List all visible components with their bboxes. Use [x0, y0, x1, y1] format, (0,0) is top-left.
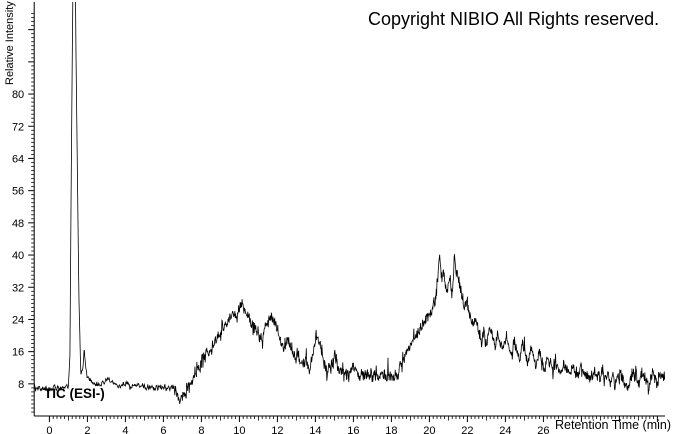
svg-text:26: 26 — [537, 425, 549, 434]
svg-text:64: 64 — [12, 153, 24, 165]
svg-text:14: 14 — [309, 425, 321, 434]
svg-text:Relative Intensity: Relative Intensity — [4, 1, 16, 85]
svg-text:8: 8 — [18, 379, 24, 391]
svg-text:0: 0 — [46, 425, 52, 434]
svg-text:22: 22 — [461, 425, 473, 434]
svg-text:32: 32 — [12, 282, 24, 294]
svg-text:80: 80 — [12, 89, 24, 101]
svg-text:56: 56 — [12, 186, 24, 198]
svg-text:48: 48 — [12, 218, 24, 230]
svg-text:24: 24 — [12, 314, 24, 326]
svg-text:Retention Time (min): Retention Time (min) — [555, 418, 671, 432]
svg-text:Copyright NIBIO All Rights res: Copyright NIBIO All Rights reserved. — [368, 9, 659, 29]
svg-text:4: 4 — [122, 425, 128, 434]
svg-text:TIC (ESI-): TIC (ESI-) — [44, 386, 105, 401]
svg-text:16: 16 — [12, 347, 24, 359]
svg-text:10: 10 — [233, 425, 245, 434]
svg-text:72: 72 — [12, 121, 24, 133]
svg-text:8: 8 — [198, 425, 204, 434]
svg-text:24: 24 — [499, 425, 511, 434]
svg-text:20: 20 — [423, 425, 435, 434]
svg-text:12: 12 — [271, 425, 283, 434]
svg-text:2: 2 — [84, 425, 90, 434]
svg-text:40: 40 — [12, 250, 24, 262]
svg-text:16: 16 — [347, 425, 359, 434]
svg-text:6: 6 — [160, 425, 166, 434]
svg-text:18: 18 — [385, 425, 397, 434]
